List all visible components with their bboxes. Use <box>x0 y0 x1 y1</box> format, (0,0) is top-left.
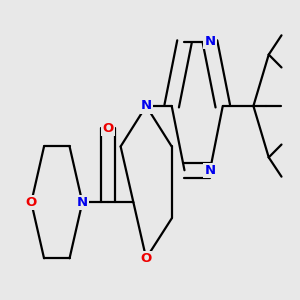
Text: O: O <box>26 196 37 209</box>
Text: O: O <box>140 252 152 265</box>
Text: N: N <box>141 100 152 112</box>
Text: N: N <box>204 35 216 48</box>
Text: N: N <box>204 164 216 177</box>
Text: O: O <box>102 122 113 135</box>
Text: N: N <box>77 196 88 209</box>
